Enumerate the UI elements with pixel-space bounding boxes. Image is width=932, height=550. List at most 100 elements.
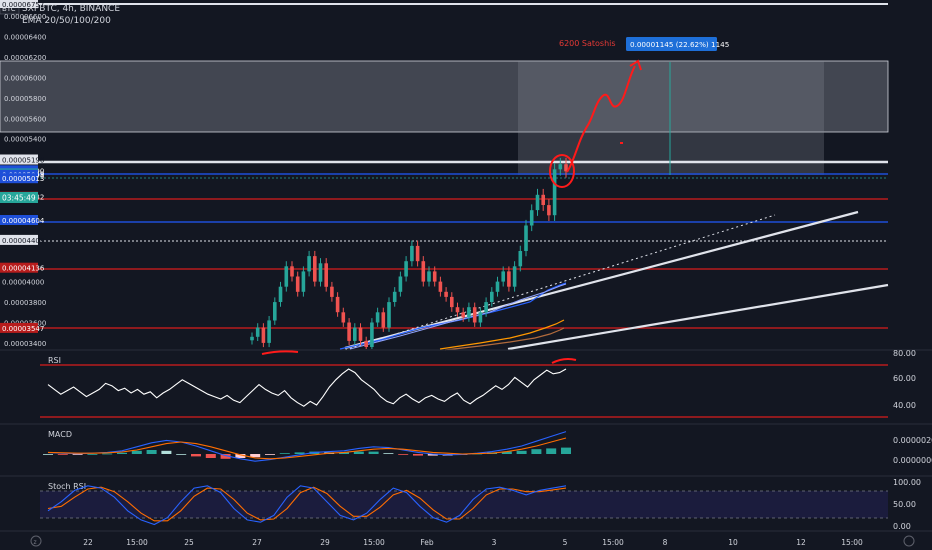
price-tick-0: 0.00006600 bbox=[4, 13, 46, 21]
price-tag-bg-7 bbox=[0, 234, 38, 245]
macd-signal-line bbox=[47, 437, 567, 460]
price-tick-2: 0.00006200 bbox=[4, 54, 46, 62]
candle-body bbox=[432, 271, 437, 282]
symbol-title: SXPBTC, 4h, BINANCE bbox=[22, 4, 120, 14]
candle-body bbox=[381, 312, 386, 328]
macd-hist-bar bbox=[220, 454, 231, 459]
candle-body bbox=[444, 291, 448, 297]
stoch-tick-100: 100.00 bbox=[893, 478, 921, 487]
macd-hist-bar bbox=[339, 452, 349, 454]
candle-body bbox=[484, 302, 488, 313]
time-tick-0: 22 bbox=[83, 538, 93, 547]
price-axis[interactable]: 0.00006757 bbox=[0, 0, 44, 9]
countdown-tag bbox=[0, 192, 38, 203]
stoch-k-line bbox=[47, 485, 567, 526]
time-axis[interactable]: 22 15:00 25 27 29 15:00 Feb 3 5 15:00 8 10 12 15:00 bbox=[83, 538, 863, 547]
candle-body bbox=[541, 194, 545, 205]
price-tick-4: 0.00005800 bbox=[4, 95, 46, 103]
top-price-tag bbox=[0, 0, 38, 8]
stoch-tick-50: 50.00 bbox=[893, 500, 916, 509]
stoch-tick-0: 0.00 bbox=[893, 522, 911, 531]
candle-body bbox=[387, 302, 391, 328]
highlight-circle bbox=[549, 154, 575, 188]
stoch-band bbox=[40, 491, 888, 518]
price-tag-9: 0.00004000 bbox=[2, 279, 44, 287]
top-level-line bbox=[0, 3, 888, 5]
candle-body bbox=[507, 271, 511, 287]
rsi-tick-40: 40.00 bbox=[893, 401, 916, 410]
candle-body bbox=[370, 322, 374, 347]
candle-body bbox=[341, 312, 346, 323]
price-tag-4: 0.00005013 bbox=[2, 175, 44, 183]
price-tag-bg-9 bbox=[0, 276, 38, 287]
price-tick-5: 0.00005600 bbox=[4, 115, 46, 123]
candle-body bbox=[495, 281, 500, 292]
target-label: 6200 Satoshis bbox=[559, 39, 616, 48]
macd-hist-bar bbox=[191, 454, 201, 457]
candle-body bbox=[547, 205, 551, 216]
stoch-panel[interactable]: Stoch RSI 100.00 50.00 0.00 bbox=[40, 478, 921, 531]
rsi-drawing-1 bbox=[261, 350, 299, 355]
candle-body bbox=[318, 263, 323, 282]
macd-hist-bar bbox=[205, 454, 216, 458]
candle-body bbox=[438, 281, 443, 292]
candle-body bbox=[455, 307, 460, 313]
candle-body bbox=[518, 251, 523, 267]
candle-body bbox=[278, 286, 283, 302]
rsi-line bbox=[47, 368, 567, 407]
trend-lines bbox=[344, 210, 889, 351]
time-tick-7: 3 bbox=[492, 538, 497, 547]
candle-body bbox=[501, 271, 505, 282]
macd-panel[interactable]: MACD 0.00000200 0.00000000 bbox=[43, 430, 932, 465]
macd-hist-bar bbox=[398, 454, 409, 455]
macd-hist-bar bbox=[516, 450, 527, 454]
timezone-icon-glyph: z bbox=[34, 539, 37, 546]
candle-body bbox=[472, 307, 477, 323]
candle-body bbox=[261, 327, 266, 343]
price-tag-bg-0 bbox=[0, 154, 38, 165]
candle-body bbox=[307, 256, 311, 272]
price-tag-bg-6 bbox=[0, 215, 38, 225]
rsi-label: RSI bbox=[48, 356, 61, 365]
target-arrow-drawing bbox=[566, 59, 642, 173]
price-tag-8: 0.00004136 bbox=[2, 265, 45, 273]
candle-body bbox=[313, 256, 317, 282]
price-tick-1: 0.00006400 bbox=[4, 34, 46, 42]
candle-body bbox=[478, 312, 483, 323]
time-tick-4: 29 bbox=[320, 538, 330, 547]
candle-body bbox=[255, 327, 260, 337]
candle-body bbox=[461, 312, 465, 318]
macd-hist-bar bbox=[427, 454, 438, 456]
ema-20-line bbox=[339, 282, 567, 350]
measure-box[interactable] bbox=[626, 37, 717, 51]
macd-hist-bar bbox=[72, 454, 83, 455]
candle-body bbox=[535, 194, 540, 211]
candle-body bbox=[250, 336, 254, 341]
time-tick-6: Feb bbox=[420, 538, 434, 547]
candle-body bbox=[273, 302, 277, 321]
stoch-d-line bbox=[47, 486, 567, 522]
price-tag-bg-8 bbox=[0, 262, 38, 273]
macd-tick-0: 0.00000000 bbox=[893, 456, 932, 465]
macd-hist-bar bbox=[561, 447, 571, 454]
price-tick-7: 0.00003800 bbox=[4, 299, 46, 307]
settings-icon[interactable] bbox=[903, 535, 915, 547]
macd-hist-bar bbox=[235, 454, 246, 458]
time-tick-11: 10 bbox=[728, 538, 738, 547]
candle-body bbox=[552, 169, 557, 216]
macd-hist-bar bbox=[250, 454, 261, 458]
candle-body bbox=[290, 266, 294, 277]
rsi-panel[interactable]: RSI 80.00 60.00 40.00 bbox=[40, 349, 916, 418]
macd-hist-bar bbox=[131, 450, 142, 454]
candle-body bbox=[427, 271, 431, 282]
top-price-tag-text: 0.00006757 bbox=[2, 1, 44, 9]
candle-body bbox=[564, 164, 568, 172]
macd-hist-bar bbox=[413, 454, 423, 456]
macd-hist-bar bbox=[161, 450, 172, 454]
macd-hist-bar bbox=[546, 448, 557, 454]
candle-body bbox=[358, 327, 363, 341]
timezone-icon[interactable] bbox=[30, 535, 42, 547]
candle-body bbox=[467, 307, 471, 318]
price-tag-10: 0.00003547 bbox=[2, 325, 44, 333]
